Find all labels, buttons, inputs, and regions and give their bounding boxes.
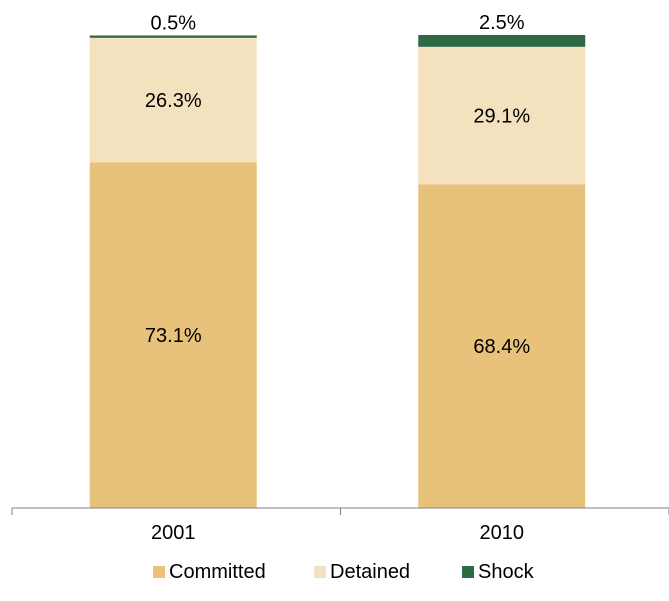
data-label-shock-2001: 0.5% (150, 12, 196, 34)
legend-label-detained: Detained (330, 561, 410, 583)
bar-shock-2001 (89, 35, 257, 38)
data-label-committed-2010: 68.4% (473, 336, 530, 358)
bar-detained-2010 (418, 46, 586, 185)
legend: Committed Detained Shock (153, 561, 535, 583)
data-label-detained-2001: 26.3% (145, 90, 202, 112)
bar-committed-2001 (89, 162, 257, 508)
data-labels-layer: 73.1% 26.3% 0.5% 68.4% 29.1% 2.5% (145, 12, 530, 358)
bars-layer (89, 35, 586, 508)
data-label-detained-2010: 29.1% (473, 106, 530, 128)
legend-swatch-detained (314, 566, 326, 578)
legend-label-shock: Shock (478, 561, 535, 583)
bar-committed-2010 (418, 184, 586, 508)
legend-label-committed: Committed (169, 561, 266, 583)
data-label-shock-2010: 2.5% (479, 12, 525, 34)
bar-detained-2001 (89, 37, 257, 163)
x-tick-label-2001: 2001 (151, 522, 196, 544)
legend-swatch-shock (462, 566, 474, 578)
data-label-committed-2001: 73.1% (145, 325, 202, 347)
x-tick-label-2010: 2010 (480, 522, 525, 544)
legend-swatch-committed (153, 566, 165, 578)
bar-shock-2010 (418, 35, 586, 47)
x-axis: 2001 2010 (11, 507, 669, 544)
